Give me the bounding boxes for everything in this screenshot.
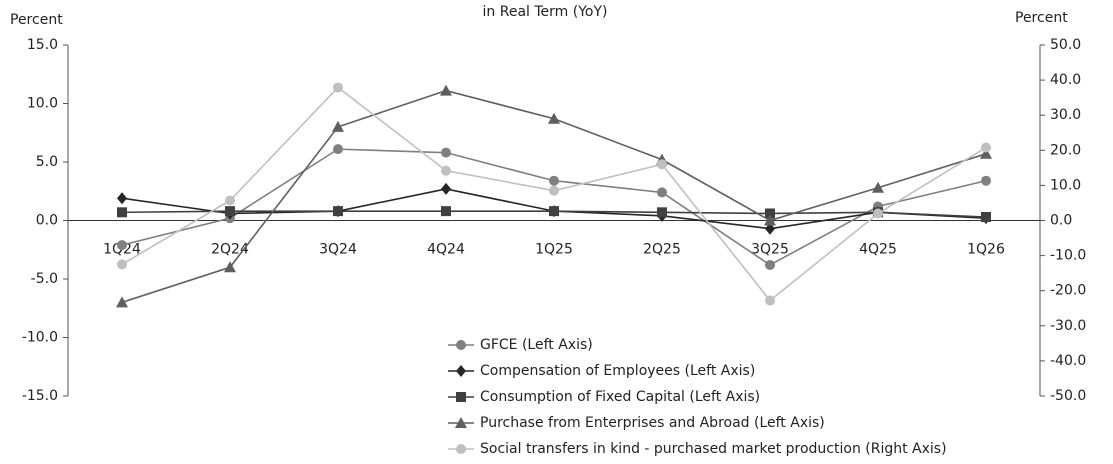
point [456,365,466,377]
point [440,84,452,96]
y2-tick-label: 50.0 [1050,37,1081,53]
y-tick-label: -5.0 [31,271,58,287]
point [548,112,560,124]
point [872,181,884,193]
y-tick-label: 10.0 [27,96,58,112]
point [117,192,127,205]
point [441,206,451,217]
legend-label: Compensation of Employees (Left Axis) [480,363,755,379]
point [117,259,127,270]
point [456,392,466,402]
point [333,144,343,155]
chart-title: in Real Term (YoY) [483,4,608,20]
legend-label: Social transfers in kind - purchased mar… [480,441,947,457]
y-tick-label: 5.0 [36,154,58,170]
point [765,259,775,270]
y2-tick-label: 0.0 [1050,213,1072,229]
x-tick-label: 4Q25 [859,242,897,258]
point [441,165,451,176]
point [980,147,992,159]
y-axis-label: Percent [10,12,63,28]
point [657,159,667,170]
point [981,211,991,222]
point [332,120,344,132]
y-tick-label: 15.0 [27,37,58,53]
point [981,142,991,153]
point [873,208,883,219]
point [549,175,559,186]
legend-label: GFCE (Left Axis) [480,337,593,353]
point [225,195,235,206]
point [117,207,127,218]
y-tick-label: -10.0 [22,330,58,346]
y2-tick-label: -50.0 [1050,388,1086,404]
point [765,208,775,219]
x-tick-label: 3Q25 [751,242,789,258]
point [657,187,667,198]
point [333,82,343,93]
point [549,206,559,217]
point [441,182,451,195]
point [456,444,466,454]
point [981,175,991,186]
y-tick-label: 0.0 [36,213,58,229]
y2-tick-label: 40.0 [1050,72,1081,88]
y2-tick-label: -40.0 [1050,353,1086,369]
point [549,185,559,196]
legend-label: Consumption of Fixed Capital (Left Axis) [480,389,760,405]
x-tick-label: 1Q25 [535,242,573,258]
legend-label: Purchase from Enterprises and Abroad (Le… [480,415,825,431]
y2-tick-label: 20.0 [1050,142,1081,158]
point [456,340,466,350]
point [224,261,236,273]
point [455,417,467,428]
y2-tick-label: -20.0 [1050,283,1086,299]
y2-tick-label: -10.0 [1050,248,1086,264]
point [765,222,775,235]
x-tick-label: 1Q26 [967,242,1005,258]
point [657,207,667,218]
y2-tick-label: 30.0 [1050,107,1081,123]
y2-axis-label: Percent [1015,10,1068,26]
x-tick-label: 3Q24 [319,242,357,258]
x-tick-label: 2Q25 [643,242,681,258]
point [765,295,775,306]
point [116,296,128,308]
x-tick-label: 4Q24 [427,242,465,258]
point [333,206,343,217]
x-tick-label: 2Q24 [211,242,249,258]
point [764,214,776,226]
point [117,240,127,251]
y2-tick-label: -30.0 [1050,318,1086,334]
y-tick-label: -15.0 [22,388,58,404]
point [441,147,451,158]
point [225,206,235,217]
y2-tick-label: 10.0 [1050,177,1081,193]
